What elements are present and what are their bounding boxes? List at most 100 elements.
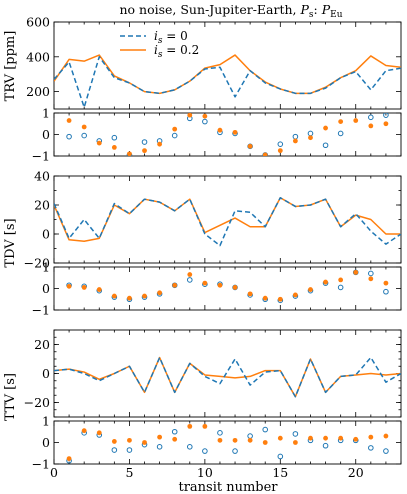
residual-point-orange [111,145,117,150]
residual-point-blue [277,141,284,147]
residual-point-orange [187,113,193,118]
series-line-orange [54,356,401,398]
y-tick-label: 20 [34,198,50,213]
residual-point-orange [277,435,283,441]
y-tick-label: 1 [42,106,50,121]
residual-point-orange [292,138,298,144]
axes-frame [53,329,402,418]
residual-point-blue [202,448,208,454]
legend-value: = 0.2 [162,43,199,57]
panel-trv-residual: −1 0 1 [32,106,402,164]
residual-point-orange [66,283,72,289]
panel-ttv: −20 0 20 TTV [s] [3,329,402,421]
residual-point-blue [141,139,148,145]
residual-point-blue [66,133,72,140]
residual-point-orange [217,282,223,288]
series-line-orange [54,197,401,242]
residual-point-orange [232,129,238,135]
series-line-orange [54,54,401,95]
y-tick-label: 20 [34,337,50,352]
residual-point-blue [262,426,269,433]
axes-frame [53,266,402,311]
residual-point-orange [353,436,359,442]
residual-point-orange [81,124,87,130]
residual-point-orange [111,293,117,299]
residual-point-orange [323,125,328,131]
residual-point-orange [81,285,87,290]
residual-point-orange [262,152,268,156]
series-line-blue [54,356,401,398]
residual-point-orange [308,287,313,292]
residual-point-orange [338,277,344,283]
residual-point-blue [171,428,178,435]
plot-area [66,113,389,156]
y-tick-label: −1 [32,149,50,164]
residual-point-orange [383,121,389,127]
y-tick-label: 0 [42,366,50,381]
legend-label: is = 0.2 [154,43,199,60]
residual-point-orange [111,439,117,444]
plot-area [54,54,401,109]
x-tick-label: 0 [50,465,58,480]
residual-point-orange [338,119,344,124]
residual-point-blue [186,277,193,283]
residual-point-orange [217,437,223,443]
residual-point-orange [383,433,389,439]
y-tick-label: 400 [26,49,50,64]
residual-point-orange [127,295,132,301]
residual-point-blue [368,445,374,451]
y-tick-label: 200 [26,84,50,99]
residual-point-orange [127,151,132,156]
residual-point-orange [338,435,344,441]
axes-frame [53,112,402,157]
y-tick-label: 1 [42,260,50,275]
x-tick-label: 20 [348,465,364,480]
residual-point-orange [232,285,238,290]
residual-point-blue [232,448,238,454]
residual-point-orange [202,280,208,286]
plot-area [66,269,389,304]
legend-symbol: i [154,29,158,43]
residual-point-orange [308,435,313,441]
plot-area [54,197,401,247]
residual-point-orange [187,272,193,277]
residual-point-blue [111,134,118,141]
y-tick-label: 0 [42,127,50,142]
legend-label: is = 0 [154,29,188,46]
panel-tdv-residual: −1 0 1 [32,260,402,318]
y-tick-label: −1 [32,303,50,318]
legend: is = 0is = 0.2 [120,29,199,60]
title-ratio-a: P [300,2,310,17]
residual-point-blue [322,442,329,449]
y-tick-label: 1 [42,414,50,429]
residual-point-orange [127,437,132,443]
y-tick-label: 0 [42,281,50,296]
residual-point-blue [368,114,374,121]
residual-point-orange [217,127,223,133]
residual-point-blue [277,453,284,460]
residual-point-orange [172,126,178,132]
residual-point-orange [232,437,238,443]
y-tick-label: −1 [32,457,50,472]
residual-point-orange [142,148,147,154]
x-axis-label: transit number [178,480,278,494]
residual-point-blue [186,444,193,450]
y-tick-label: 600 [26,15,50,30]
residual-point-orange [353,269,359,275]
residual-point-orange [292,440,298,445]
residual-point-orange [202,423,208,429]
figure-title: no noise, Sun-Jupiter-Earth, Ps: PEu [119,2,342,20]
residual-point-orange [66,456,72,462]
residual-point-orange [323,435,328,441]
residual-point-orange [96,287,102,292]
legend-symbol-sub: s [158,50,163,60]
residual-point-blue [292,133,299,140]
panel-tdv: −20 0 20 40 TDV [s] [3,169,402,271]
residual-point-orange [172,282,178,288]
residual-point-blue [126,447,133,453]
title-ratio-a-sub: s [309,10,314,20]
plot-area [66,423,389,464]
residual-point-blue [383,113,389,118]
